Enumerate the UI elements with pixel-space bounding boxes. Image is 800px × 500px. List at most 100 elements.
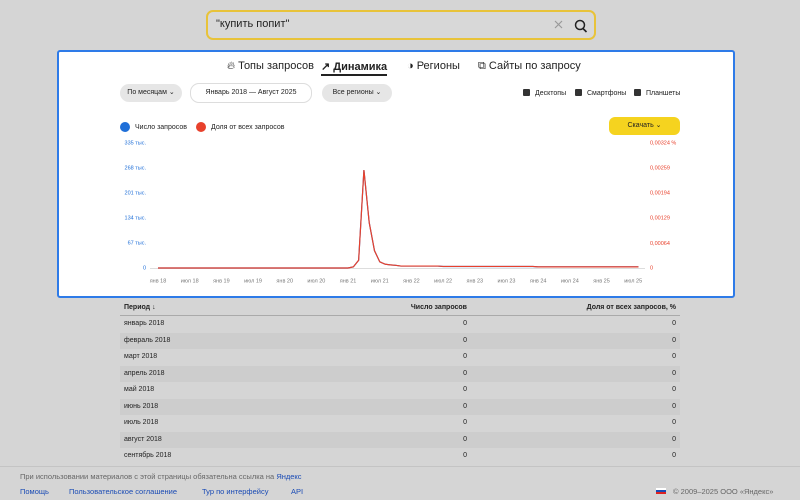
table-cell: 0	[463, 435, 467, 443]
legend-label: Число запросов	[135, 124, 187, 131]
legend-item[interactable]: Число запросов	[120, 122, 187, 132]
table-cell: январь 2018	[124, 320, 165, 327]
search-query: "купить попит"	[216, 18, 290, 30]
legend-label: Доля от всех запросов	[211, 124, 285, 131]
table-cell: июль 2018	[124, 419, 159, 426]
download-label: Скачать	[627, 122, 654, 129]
footer-link[interactable]: Пользовательское соглашение	[69, 487, 178, 496]
device-checkbox[interactable]: Смартфоны	[575, 89, 626, 97]
notice-link[interactable]: Яндекс	[276, 472, 302, 481]
table-cell: 0	[672, 402, 676, 410]
region-label: Все регионы	[332, 89, 374, 96]
table-cell: 0	[672, 320, 676, 327]
x-tick-label: июл 25	[624, 278, 642, 284]
header-label: Период	[124, 304, 151, 311]
tab-label: Динамика	[333, 61, 388, 73]
y2-tick-label: 0,00129	[650, 216, 670, 222]
tab-active[interactable]: ↗ Динамика	[321, 60, 388, 76]
footer-link[interactable]: Помощь	[20, 487, 49, 496]
table-cell: 0	[463, 452, 467, 459]
x-tick-label: июл 19	[244, 278, 262, 284]
x-tick-label: янв 25	[593, 278, 610, 284]
tab[interactable]: ⧉ Сайты по запросу	[478, 60, 581, 72]
x-tick-label: янв 19	[213, 278, 230, 284]
table-header: Доля от всех запросов, %	[586, 304, 676, 311]
period-select[interactable]: По месяцам ⌄	[120, 84, 182, 102]
table-cell: март 2018	[124, 353, 158, 360]
footer-link[interactable]: Тур по интерфейсу	[202, 487, 269, 496]
x-tick-label: янв 22	[403, 278, 420, 284]
copyright: © 2009–2025 ООО «Яндекс»	[673, 487, 774, 496]
table-row: февраль 2018 0 0	[120, 332, 680, 349]
search-box[interactable]: "купить попит"	[206, 10, 596, 40]
table-cell: 0	[672, 336, 676, 344]
y2-tick-label: 0,00259	[650, 166, 670, 172]
download-button[interactable]: Скачать ⌄	[609, 117, 680, 135]
range-select[interactable]: Январь 2018 — Август 2025	[190, 83, 312, 103]
table-row: март 2018 0 0	[120, 349, 680, 366]
header-rule	[120, 315, 680, 316]
table-cell: 0	[463, 419, 467, 426]
range-label: Январь 2018 — Август 2025	[205, 89, 297, 96]
device-checkbox[interactable]: Десктопы	[523, 89, 566, 97]
table-cell: май 2018	[124, 386, 155, 393]
x-tick-label: июл 20	[307, 278, 325, 284]
table-cell: февраль 2018	[124, 336, 171, 344]
y-tick-label: 335 тыс.	[125, 140, 147, 146]
table-header: Период ↓	[124, 304, 156, 311]
x-tick-label: янв 21	[340, 278, 357, 284]
device-label: Смартфоны	[587, 90, 627, 97]
search-icons	[554, 19, 588, 33]
y-tick-label: 0	[143, 265, 146, 271]
flag-icon	[656, 488, 666, 494]
table-row: июль 2018 0 0	[120, 415, 680, 432]
table-cell: 0	[463, 402, 467, 410]
y2-tick-label: 0,00194	[650, 191, 670, 197]
tab[interactable]: ◑ Регионы	[407, 60, 460, 72]
notice-text: При использовании материалов с этой стра…	[20, 472, 275, 481]
y-tick-label: 201 тыс.	[125, 190, 147, 196]
device-label: Планшеты	[646, 90, 681, 97]
table-header: Число запросов	[410, 304, 467, 311]
table-cell: 0	[463, 386, 467, 393]
table-row: май 2018 0 0	[120, 382, 680, 399]
tab-label: Топы запросов	[238, 60, 314, 72]
x-tick-label: янв 23	[467, 278, 484, 284]
period-label: По месяцам	[127, 89, 167, 96]
x-tick-label: янв 20	[276, 278, 293, 284]
table-cell: 0	[672, 419, 676, 426]
chart: 0 67 тыс. 134 тыс. 201 тыс. 268 тыс. 335 тыс.…	[125, 140, 677, 284]
x-tick-label: июл 22	[434, 278, 452, 284]
x-tick-label: июл 23	[498, 278, 516, 284]
x-tick-label: янв 18	[150, 278, 167, 284]
tab-label: Сайты по запросу	[488, 60, 581, 72]
table-cell: 0	[672, 353, 676, 360]
y-tick-label: 268 тыс.	[125, 165, 147, 171]
table-cell: 0	[672, 386, 676, 393]
table-cell: август 2018	[124, 435, 162, 443]
footer-link[interactable]: API	[291, 487, 304, 496]
region-select[interactable]: Все регионы ⌄	[322, 84, 392, 102]
legend-item[interactable]: Доля от всех запросов	[196, 122, 284, 132]
table-cell: июнь 2018	[124, 402, 159, 410]
table-row: апрель 2018 0 0	[120, 365, 680, 382]
y-tick-label: 67 тыс.	[128, 240, 147, 246]
tab-label: Регионы	[416, 60, 460, 72]
table-cell: 0	[463, 320, 467, 327]
footer-notice: При использовании материалов с этой стра…	[20, 472, 302, 481]
x-tick-label: июл 21	[371, 278, 389, 284]
tab[interactable]: 🔥︎ Топы запросов	[227, 60, 314, 72]
y2-tick-label: 0	[650, 265, 653, 271]
y-tick-label: 134 тыс.	[125, 215, 147, 221]
series-line	[158, 169, 639, 269]
x-tick-label: июл 18	[181, 278, 199, 284]
table-cell: сентябрь 2018	[124, 452, 172, 459]
table-row: январь 2018 0 0	[120, 316, 680, 333]
table-cell: 0	[672, 369, 676, 377]
x-tick-label: янв 24	[530, 278, 547, 284]
table-cell: 0	[463, 353, 467, 360]
device-checkbox[interactable]: Планшеты	[634, 89, 680, 97]
table-cell: 0	[672, 435, 676, 443]
y2-tick-label: 0,00064	[650, 241, 670, 247]
